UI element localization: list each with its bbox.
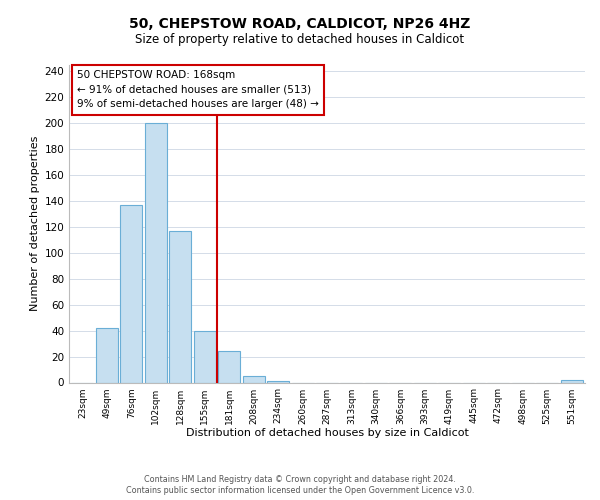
X-axis label: Distribution of detached houses by size in Caldicot: Distribution of detached houses by size … xyxy=(185,428,469,438)
Y-axis label: Number of detached properties: Number of detached properties xyxy=(30,136,40,312)
Bar xyxy=(145,124,167,382)
Text: Contains HM Land Registry data © Crown copyright and database right 2024.: Contains HM Land Registry data © Crown c… xyxy=(144,475,456,484)
Bar xyxy=(169,231,191,382)
Bar xyxy=(218,352,240,382)
Text: Size of property relative to detached houses in Caldicot: Size of property relative to detached ho… xyxy=(136,32,464,46)
Bar xyxy=(242,376,265,382)
Text: 50 CHEPSTOW ROAD: 168sqm
← 91% of detached houses are smaller (513)
9% of semi-d: 50 CHEPSTOW ROAD: 168sqm ← 91% of detach… xyxy=(77,70,319,110)
Text: Contains public sector information licensed under the Open Government Licence v3: Contains public sector information licen… xyxy=(126,486,474,495)
Bar xyxy=(267,381,289,382)
Text: 50, CHEPSTOW ROAD, CALDICOT, NP26 4HZ: 50, CHEPSTOW ROAD, CALDICOT, NP26 4HZ xyxy=(130,18,470,32)
Bar xyxy=(560,380,583,382)
Bar xyxy=(121,205,142,382)
Bar xyxy=(194,330,216,382)
Bar xyxy=(96,328,118,382)
